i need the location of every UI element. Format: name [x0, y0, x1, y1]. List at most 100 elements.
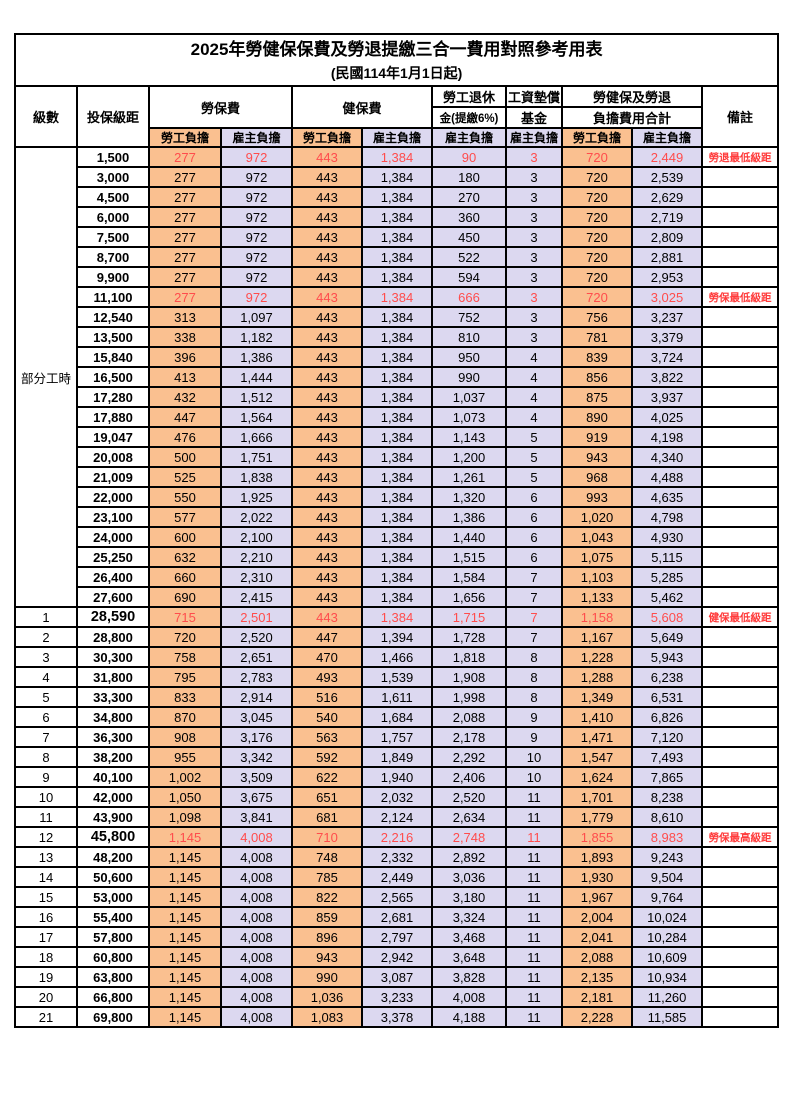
value-cell: 822 [291, 886, 363, 908]
value-cell: 4,930 [631, 526, 703, 548]
bracket-cell: 11,100 [76, 286, 150, 308]
value-cell: 1,384 [361, 466, 433, 488]
value-cell: 522 [431, 246, 507, 268]
value-cell: 5 [505, 466, 563, 488]
value-cell: 859 [291, 906, 363, 928]
value-cell: 1,384 [361, 486, 433, 508]
level-cell: 21 [14, 1006, 78, 1028]
value-cell: 4,635 [631, 486, 703, 508]
value-cell: 2,809 [631, 226, 703, 248]
value-cell: 3 [505, 286, 563, 308]
value-cell: 6 [505, 506, 563, 528]
table-row: 8 38,200 955 3,342 592 1,849 2,292 10 1,547 7,493 [14, 746, 780, 768]
value-cell: 756 [561, 306, 633, 328]
table-row: 15,840 396 1,386 443 1,384 950 4 839 3,724 [15, 346, 780, 368]
header-row-2: 金(提繳6%) 基金 負擔費用合計 [15, 106, 778, 129]
table-row: 27,600 690 2,415 443 1,384 1,656 7 1,133 5,462 [15, 586, 780, 608]
value-cell: 3 [505, 166, 563, 188]
value-cell: 720 [561, 146, 633, 168]
value-cell: 1,967 [561, 886, 633, 908]
value-cell: 1,133 [561, 586, 633, 608]
value-cell: 2,406 [431, 766, 507, 788]
value-cell: 4,008 [220, 906, 293, 928]
value-cell: 2,022 [220, 506, 293, 528]
value-cell: 443 [291, 566, 363, 588]
table-row: 17 57,800 1,145 4,008 896 2,797 3,468 11 2,041 10… [14, 926, 780, 948]
remark-cell: 勞退最低級距 [700, 146, 780, 168]
value-cell: 4 [505, 406, 563, 428]
table-row: 13 48,200 1,145 4,008 748 2,332 2,892 11 1,893 9,… [14, 846, 780, 868]
value-cell: 360 [431, 206, 507, 228]
table-row: 9 40,100 1,002 3,509 622 1,940 2,406 10 1,624 7,8… [14, 766, 780, 788]
value-cell: 443 [291, 286, 363, 308]
value-cell: 1,349 [561, 686, 633, 708]
value-cell: 3,180 [431, 886, 507, 908]
value-cell: 1,145 [148, 866, 222, 888]
table-row: 4,500 277 972 443 1,384 270 3 720 2,629 [15, 186, 780, 208]
value-cell: 1,075 [561, 546, 633, 568]
bracket-cell: 25,250 [76, 546, 150, 568]
bracket-cell: 38,200 [76, 746, 150, 768]
value-cell: 2,041 [561, 926, 633, 948]
page-subtitle: (民國114年1月1日起) [330, 65, 463, 81]
value-cell: 720 [561, 206, 633, 228]
table-row: 22,000 550 1,925 443 1,384 1,320 6 993 4,635 [15, 486, 780, 508]
bracket-cell: 28,800 [76, 626, 150, 648]
value-cell: 748 [291, 846, 363, 868]
value-cell: 443 [291, 226, 363, 248]
value-cell: 3,324 [431, 906, 507, 928]
value-cell: 1,818 [431, 646, 507, 668]
value-cell: 3,176 [220, 726, 293, 748]
value-cell: 516 [291, 686, 363, 708]
value-cell: 1,893 [561, 846, 633, 868]
value-cell: 1,384 [361, 166, 433, 188]
table-row: 21 69,800 1,145 4,008 1,083 3,378 4,188 11 2,228… [14, 1006, 780, 1028]
value-cell: 5,608 [631, 606, 703, 628]
value-cell: 443 [291, 326, 363, 348]
value-cell: 277 [148, 246, 222, 268]
value-cell: 10,284 [631, 926, 703, 948]
remark-cell [700, 786, 780, 808]
bracket-cell: 31,800 [76, 666, 150, 688]
value-cell: 943 [291, 946, 363, 968]
remark-cell [700, 506, 780, 528]
value-cell: 1,539 [361, 666, 433, 688]
bracket-cell: 26,400 [76, 566, 150, 588]
value-cell: 3,822 [631, 366, 703, 388]
value-cell: 6 [505, 486, 563, 508]
value-cell: 7,865 [631, 766, 703, 788]
value-cell: 1,656 [431, 586, 507, 608]
value-cell: 3,675 [220, 786, 293, 808]
value-cell: 1,384 [361, 426, 433, 448]
value-cell: 6,531 [631, 686, 703, 708]
value-cell: 5,649 [631, 626, 703, 648]
table-row: 12,540 313 1,097 443 1,384 752 3 756 3,237 [15, 306, 780, 328]
value-cell: 180 [431, 166, 507, 188]
level-cell: 9 [14, 766, 78, 788]
value-cell: 277 [148, 206, 222, 228]
table-row: 13,500 338 1,182 443 1,384 810 3 781 3,379 [15, 326, 780, 348]
value-cell: 5 [505, 446, 563, 468]
value-cell: 4,340 [631, 446, 703, 468]
value-cell: 443 [291, 206, 363, 228]
remark-cell [700, 966, 780, 988]
level-cell: 7 [14, 726, 78, 748]
value-cell: 1,384 [361, 206, 433, 228]
value-cell: 2,449 [361, 866, 433, 888]
part-time-label: 部分工時 [14, 146, 78, 608]
value-cell: 1,097 [220, 306, 293, 328]
col-header-wage-fund-line2: 基金 [505, 106, 563, 129]
subheader-total-employer: 雇主負擔 [631, 127, 703, 148]
value-cell: 90 [431, 146, 507, 168]
value-cell: 720 [561, 246, 633, 268]
value-cell: 1,288 [561, 666, 633, 688]
subheader-health-employer: 雇主負擔 [361, 127, 433, 148]
value-cell: 3,724 [631, 346, 703, 368]
value-cell: 3,379 [631, 326, 703, 348]
value-cell: 972 [220, 226, 293, 248]
value-cell: 8,610 [631, 806, 703, 828]
remark-cell [700, 746, 780, 768]
value-cell: 720 [561, 186, 633, 208]
value-cell: 443 [291, 546, 363, 568]
value-cell: 6 [505, 526, 563, 548]
